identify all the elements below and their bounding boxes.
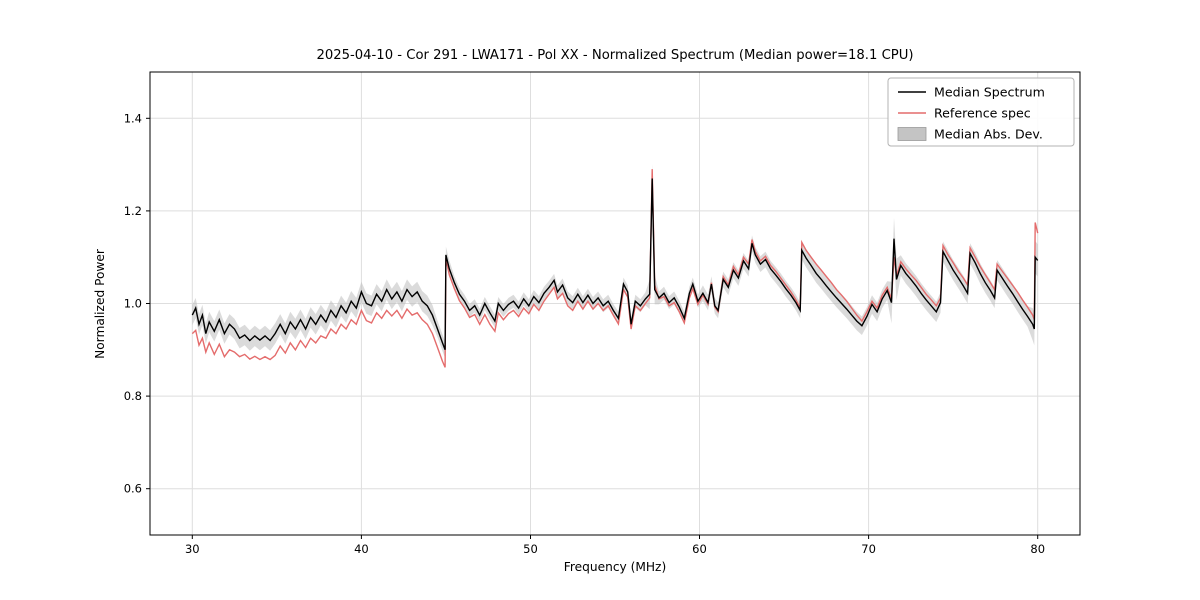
- y-tick-label: 1.4: [124, 111, 142, 125]
- x-tick-label: 60: [692, 542, 707, 556]
- chart-title: 2025-04-10 - Cor 291 - LWA171 - Pol XX -…: [316, 48, 913, 63]
- y-tick-label: 1.2: [124, 204, 142, 218]
- y-axis-label: Normalized Power: [93, 248, 107, 359]
- legend: Median Spectrum Reference spec Median Abs.…: [887, 77, 1075, 147]
- y-tick-label: 0.8: [124, 389, 142, 403]
- legend-label: Median Spectrum: [934, 85, 1045, 100]
- x-tick-label: 70: [861, 542, 876, 556]
- y-tick-label: 0.6: [124, 482, 142, 496]
- x-axis-label: Frequency (MHz): [564, 560, 666, 574]
- x-tick-label: 50: [523, 542, 538, 556]
- x-tick-label: 30: [185, 542, 200, 556]
- legend-sample-patch: [897, 127, 927, 141]
- legend-label: Reference spec: [934, 106, 1031, 121]
- chart-layers: 30 40 50 60 70 80 0.6 0.8 1.0 1.2 1.4 Median Spectr…: [124, 71, 1081, 556]
- y-tick-label: 1.0: [124, 297, 142, 311]
- tick-labels: 30 40 50 60 70 80 0.6 0.8 1.0 1.2 1.4: [124, 111, 1045, 556]
- x-tick-label: 40: [354, 542, 369, 556]
- mad-band: [192, 163, 1038, 359]
- reference-line: [191, 169, 1039, 368]
- legend-label: Median Abs. Dev.: [934, 127, 1043, 142]
- x-tick-label: 80: [1030, 542, 1045, 556]
- median-line: [191, 178, 1039, 351]
- axis-ticks: [146, 117, 1039, 539]
